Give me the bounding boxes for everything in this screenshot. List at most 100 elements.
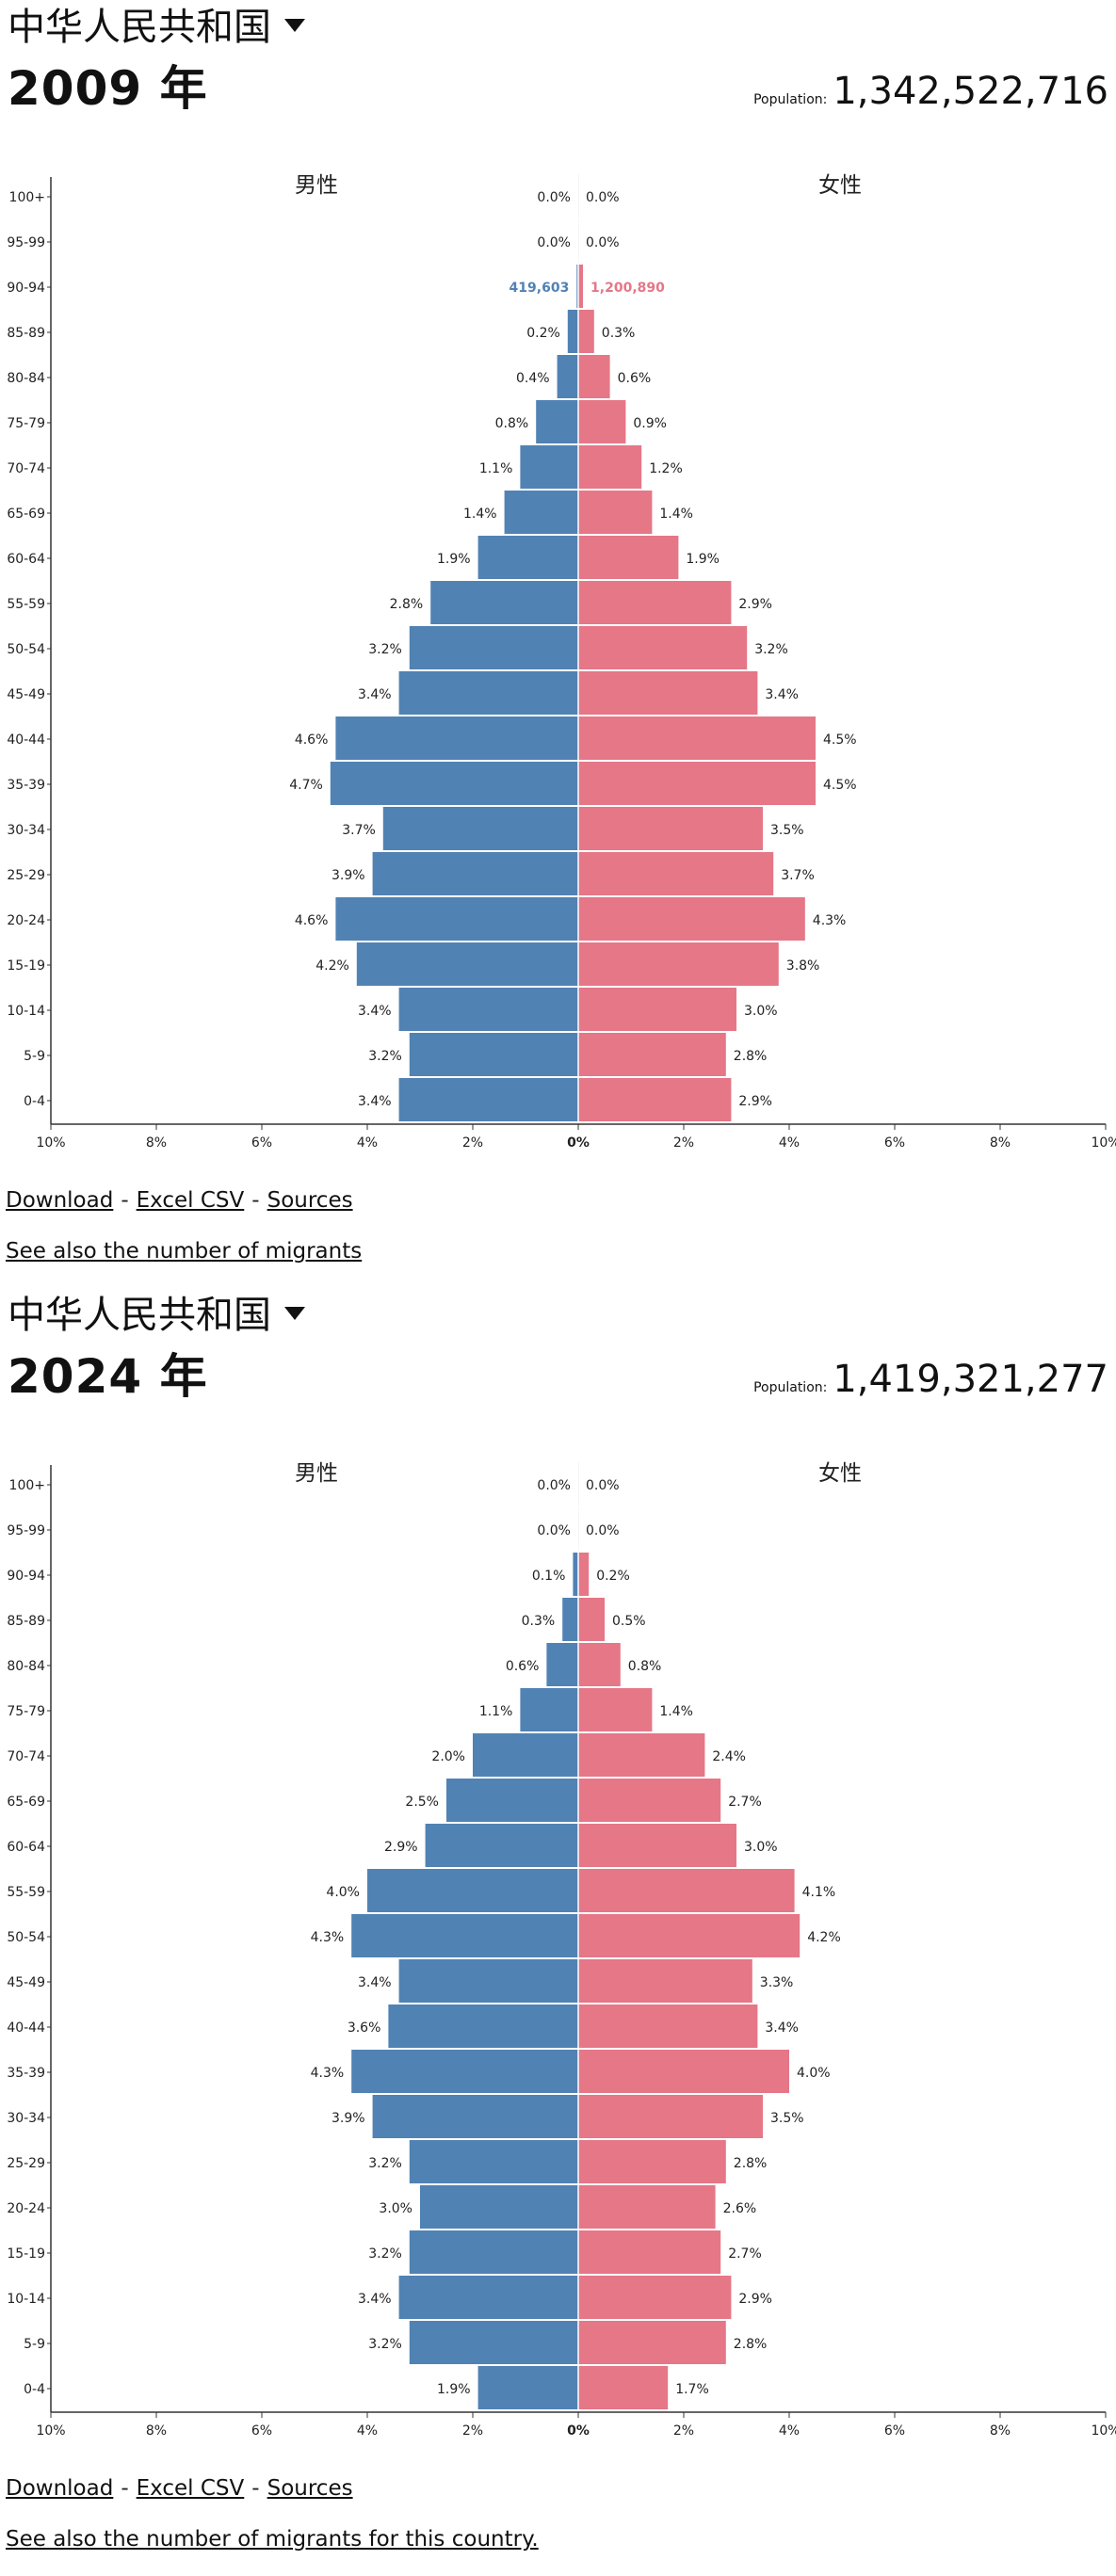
female-bar[interactable] <box>578 2230 721 2274</box>
female-bar[interactable] <box>578 2050 789 2093</box>
male-bar[interactable] <box>446 1779 578 1822</box>
male-bar[interactable] <box>536 400 578 443</box>
female-bar[interactable] <box>578 445 642 489</box>
male-bar[interactable] <box>398 671 578 715</box>
male-bar[interactable] <box>409 626 578 669</box>
female-bar[interactable] <box>578 807 763 850</box>
female-bar[interactable] <box>578 1824 736 1867</box>
female-bar[interactable] <box>578 1598 605 1641</box>
male-bar[interactable] <box>372 2095 578 2138</box>
male-bar[interactable] <box>382 807 578 850</box>
female-bar[interactable] <box>578 1078 732 1121</box>
male-bar[interactable] <box>356 942 578 986</box>
female-bar[interactable] <box>578 716 816 760</box>
female-bar[interactable] <box>578 2004 758 2048</box>
female-bar[interactable] <box>578 2276 732 2319</box>
female-bar[interactable] <box>578 1553 590 1596</box>
female-bar[interactable] <box>578 1869 795 1912</box>
country-selector[interactable]: 中华人民共和国 <box>8 4 305 51</box>
female-value-label: 3.8% <box>786 958 820 974</box>
female-bar[interactable] <box>578 2185 716 2229</box>
female-bar[interactable] <box>578 626 748 669</box>
male-bar[interactable] <box>504 491 578 534</box>
female-bar[interactable] <box>578 2321 726 2364</box>
female-bar[interactable] <box>578 942 779 986</box>
male-bar[interactable] <box>557 355 578 398</box>
female-bar[interactable] <box>578 310 594 353</box>
country-selector[interactable]: 中华人民共和国 <box>8 1292 305 1339</box>
female-bar[interactable] <box>578 1733 705 1777</box>
excel-csv-link[interactable]: Excel CSV <box>136 2476 245 2501</box>
female-bar[interactable] <box>578 2140 726 2183</box>
migrants-link[interactable]: See also the number of migrants <box>6 1239 363 1264</box>
male-bar[interactable] <box>398 1959 578 2003</box>
female-bar[interactable] <box>578 671 758 715</box>
male-bar[interactable] <box>477 2366 578 2409</box>
male-bar[interactable] <box>546 1643 578 1686</box>
male-bar[interactable] <box>335 716 578 760</box>
male-bar[interactable] <box>351 2050 578 2093</box>
male-bar[interactable] <box>367 1869 578 1912</box>
download-link[interactable]: Download <box>6 1188 114 1213</box>
male-bar[interactable] <box>573 1553 578 1596</box>
male-bar[interactable] <box>562 1598 578 1641</box>
male-bar[interactable] <box>425 1824 578 1867</box>
x-tick-label: 10% <box>36 1135 65 1151</box>
female-bar[interactable] <box>578 2095 763 2138</box>
download-link[interactable]: Download <box>6 2476 114 2501</box>
x-tick-label: 4% <box>357 2423 378 2439</box>
age-group-label: 35-39 <box>7 778 45 793</box>
male-bar[interactable] <box>372 852 578 895</box>
female-bar[interactable] <box>578 988 736 1031</box>
female-bar[interactable] <box>578 355 610 398</box>
male-bar[interactable] <box>398 2276 578 2319</box>
male-bar[interactable] <box>477 536 578 579</box>
female-bar[interactable] <box>578 1643 621 1686</box>
female-bar[interactable] <box>578 852 774 895</box>
female-bar[interactable] <box>578 897 805 941</box>
female-bar[interactable] <box>578 265 584 308</box>
sources-link[interactable]: Sources <box>267 1188 353 1213</box>
female-bar[interactable] <box>578 762 816 805</box>
male-bar[interactable] <box>409 2321 578 2364</box>
male-bar[interactable] <box>567 310 578 353</box>
male-bar[interactable] <box>335 897 578 941</box>
female-bar[interactable] <box>578 1779 721 1822</box>
male-bar[interactable] <box>420 2185 578 2229</box>
female-value-label: 1.4% <box>659 507 693 522</box>
female-bar[interactable] <box>578 1688 653 1731</box>
female-value-label: 2.6% <box>723 2201 757 2216</box>
female-value-label: 0.0% <box>586 235 620 250</box>
sources-link[interactable]: Sources <box>267 2476 353 2501</box>
male-value-label: 2.8% <box>390 597 424 612</box>
female-value-label: 0.3% <box>602 326 636 341</box>
male-bar[interactable] <box>409 2140 578 2183</box>
male-bar[interactable] <box>398 988 578 1031</box>
female-bar[interactable] <box>578 2366 669 2409</box>
male-bar[interactable] <box>398 1078 578 1121</box>
male-bar[interactable] <box>430 581 578 624</box>
male-bar[interactable] <box>520 1688 578 1731</box>
population-value: 1,419,321,277 <box>833 1358 1108 1401</box>
male-bar[interactable] <box>473 1733 578 1777</box>
female-bar[interactable] <box>578 1959 752 2003</box>
female-bar[interactable] <box>578 1914 801 1957</box>
female-value-label: 0.6% <box>618 371 652 386</box>
male-bar[interactable] <box>351 1914 578 1957</box>
male-bar[interactable] <box>576 265 578 308</box>
female-bar[interactable] <box>578 491 653 534</box>
male-bar[interactable] <box>409 2230 578 2274</box>
age-group-label: 65-69 <box>7 507 45 522</box>
female-bar[interactable] <box>578 536 679 579</box>
population-readout: Population: 1,342,522,716 <box>753 66 1108 125</box>
migrants-link[interactable]: See also the number of migrants for this… <box>6 2527 539 2552</box>
female-bar[interactable] <box>578 1033 726 1076</box>
female-value-label: 4.5% <box>823 778 857 793</box>
excel-csv-link[interactable]: Excel CSV <box>136 1188 245 1213</box>
male-bar[interactable] <box>520 445 578 489</box>
male-bar[interactable] <box>388 2004 578 2048</box>
female-bar[interactable] <box>578 581 732 624</box>
male-bar[interactable] <box>409 1033 578 1076</box>
female-bar[interactable] <box>578 400 626 443</box>
male-bar[interactable] <box>330 762 578 805</box>
